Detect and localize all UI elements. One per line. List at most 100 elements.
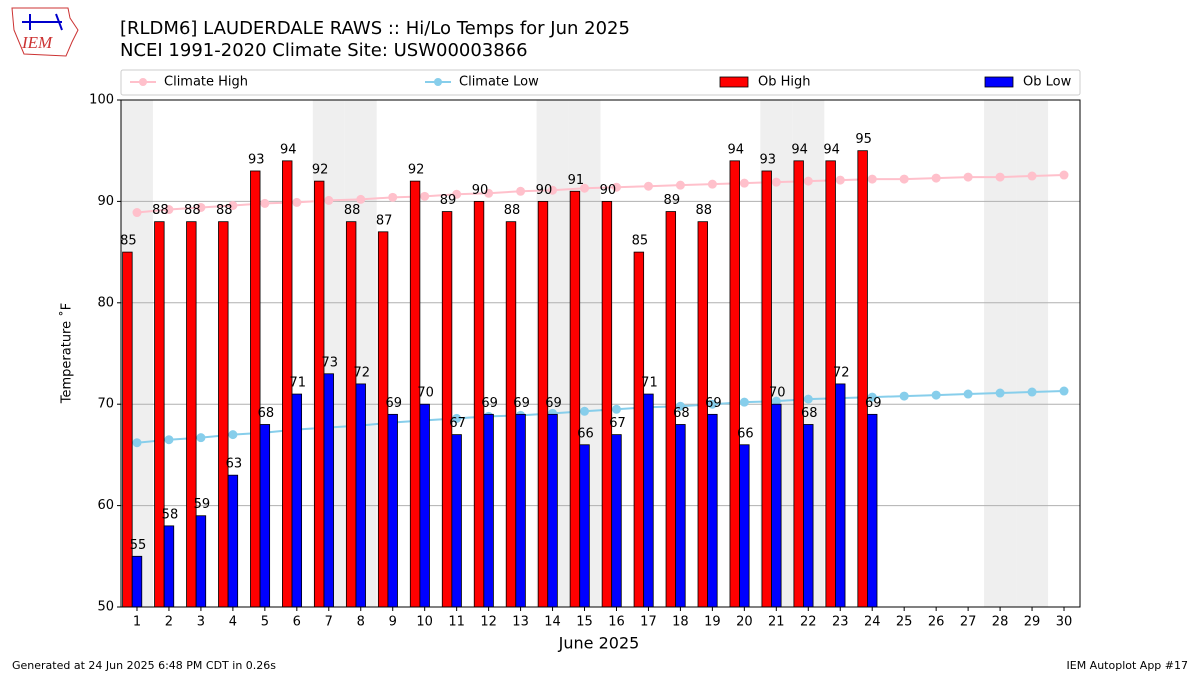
value-label: 85	[632, 234, 649, 249]
x-tick-label: 17	[640, 615, 657, 630]
bar	[675, 424, 686, 608]
climate-point	[196, 433, 206, 443]
value-label: 92	[408, 163, 425, 178]
bar	[825, 160, 836, 608]
value-label: 92	[312, 163, 329, 178]
climate-point	[963, 389, 973, 399]
x-tick-label: 13	[512, 615, 529, 630]
bar	[195, 515, 207, 608]
climate-point	[931, 173, 941, 183]
value-label: 93	[248, 152, 265, 167]
bar	[803, 424, 814, 608]
x-tick-label: 24	[864, 615, 881, 630]
value-label: 90	[600, 183, 617, 198]
x-tick-label: 20	[736, 615, 753, 630]
climate-point	[356, 194, 366, 204]
x-tick-label: 29	[1024, 615, 1041, 630]
bar	[345, 221, 357, 608]
bar	[697, 221, 708, 608]
climate-point	[771, 396, 781, 406]
legend-label: Climate Low	[459, 75, 539, 90]
climate-point	[611, 404, 621, 414]
climate-point	[388, 192, 398, 202]
value-label: 67	[449, 416, 466, 431]
bar	[154, 221, 165, 608]
legend-swatch	[984, 76, 1014, 88]
bar	[313, 180, 325, 608]
climate-point	[739, 397, 749, 407]
x-tick-label: 5	[261, 615, 269, 630]
climate-point	[675, 180, 685, 190]
value-label: 72	[353, 365, 370, 380]
x-tick-label: 1	[133, 615, 141, 630]
value-label: 69	[481, 396, 498, 411]
x-tick-label: 27	[960, 615, 977, 630]
climate-point	[132, 208, 142, 218]
x-tick-label: 9	[389, 615, 397, 630]
value-label: 69	[385, 396, 402, 411]
value-label: 89	[664, 193, 681, 208]
x-tick-label: 23	[832, 615, 849, 630]
y-tick-label: 70	[97, 397, 114, 412]
bar	[633, 251, 645, 608]
climate-point	[164, 435, 174, 445]
value-label: 70	[417, 386, 434, 401]
x-tick-label: 7	[325, 615, 333, 630]
legend-marker	[434, 78, 442, 86]
value-label: 58	[162, 507, 179, 522]
footer-right: IEM Autoplot App #17	[1067, 659, 1189, 672]
climate-point	[1027, 387, 1037, 397]
plot-frame	[120, 99, 1081, 608]
value-label: 94	[727, 142, 744, 157]
value-label: 69	[705, 396, 722, 411]
x-tick-label: 26	[928, 615, 945, 630]
bar	[259, 424, 271, 608]
value-label: 88	[184, 203, 201, 218]
climate-point	[963, 172, 973, 182]
climate-point	[1059, 386, 1069, 396]
legend-label: Ob High	[758, 75, 811, 90]
climate-point	[867, 174, 877, 184]
bar	[218, 221, 229, 608]
climate-point	[771, 177, 781, 187]
value-label: 69	[513, 396, 530, 411]
legend	[120, 69, 1081, 96]
value-label: 94	[791, 142, 808, 157]
value-label: 68	[801, 406, 818, 421]
marks: 85 88 88 88 93 94 92 88 87 92 89 90 88 90 91 90 85 89 88 94…	[120, 132, 1069, 608]
climate-point	[835, 175, 845, 185]
value-label: 93	[759, 152, 776, 167]
bar	[131, 555, 143, 608]
y-tick-label: 90	[97, 194, 114, 209]
x-tick-label: 11	[448, 615, 465, 630]
y-tick-label: 60	[97, 498, 114, 513]
climate-point	[643, 181, 653, 191]
legend-label: Climate High	[164, 75, 248, 90]
value-label: 71	[641, 376, 658, 391]
climate-point	[1059, 170, 1069, 180]
value-label: 95	[855, 132, 872, 147]
climate-point	[260, 198, 270, 208]
value-label: 59	[194, 497, 211, 512]
bar	[291, 393, 303, 608]
logo-text: IEM	[21, 33, 53, 52]
bar	[771, 403, 782, 608]
climate-point	[995, 388, 1005, 398]
climate-point	[228, 430, 238, 440]
climate-point	[484, 188, 494, 198]
value-label: 66	[577, 426, 594, 441]
weekend-band	[984, 100, 1017, 607]
value-label: 55	[130, 538, 147, 553]
x-tick-label: 3	[197, 615, 205, 630]
bar	[250, 170, 261, 608]
bar	[643, 393, 654, 608]
x-tick-label: 6	[293, 615, 301, 630]
value-label: 88	[152, 203, 169, 218]
value-label: 88	[696, 203, 713, 218]
x-tick-label: 4	[229, 615, 237, 630]
footer-left: Generated at 24 Jun 2025 6:48 PM CDT in …	[12, 659, 276, 672]
value-label: 69	[865, 396, 882, 411]
x-tick-label: 14	[544, 615, 561, 630]
climate-point	[931, 390, 941, 400]
